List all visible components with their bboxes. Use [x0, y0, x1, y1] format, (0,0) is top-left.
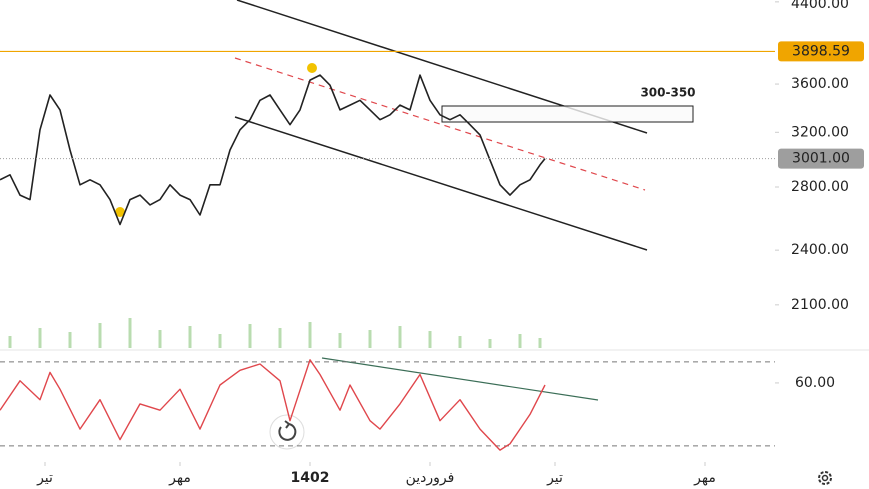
- y-tick-label: 2800.00: [791, 179, 849, 195]
- x-tick-label: تیر: [546, 470, 563, 486]
- y-tick-label: 2100.00: [791, 297, 849, 313]
- marker: [307, 63, 317, 73]
- volume-bar: [308, 322, 312, 348]
- volume-bar: [218, 334, 222, 348]
- channel-mid: [234, 57, 646, 191]
- volume-bar: [398, 326, 402, 348]
- volume-bar: [338, 333, 342, 348]
- volume-bar: [488, 339, 492, 348]
- y-tick-label: 3600.00: [791, 76, 849, 92]
- x-tick-label: 1402: [291, 470, 330, 486]
- volume-bar: [368, 330, 372, 348]
- x-tick-label: تیر: [36, 470, 53, 486]
- volume-bar: [38, 328, 42, 348]
- volume-bar: [158, 330, 162, 348]
- x-tick-label: مهر: [693, 470, 716, 486]
- settings-button[interactable]: [818, 471, 832, 485]
- volume-bar: [188, 326, 192, 348]
- price-line: [0, 74, 546, 226]
- volume-bar: [8, 336, 12, 348]
- x-tick-label: فروردین: [406, 470, 455, 486]
- rsi-line: [0, 359, 546, 451]
- volume-bar: [428, 331, 432, 348]
- volume-bar: [98, 323, 102, 348]
- reset-icon[interactable]: [278, 420, 297, 441]
- volume-bar: [518, 334, 522, 348]
- volume-bar: [538, 338, 542, 348]
- y-tick-label: 3200.00: [791, 124, 849, 140]
- y-tick-label: 2400.00: [791, 242, 849, 258]
- reset-circle[interactable]: [269, 414, 305, 450]
- gear-icon[interactable]: [818, 471, 832, 485]
- price-tag: [778, 41, 864, 62]
- volume-bar: [248, 324, 252, 348]
- resistance-zone: [441, 105, 694, 123]
- x-tick-label: مهر: [168, 470, 191, 486]
- reset-button[interactable]: [269, 414, 305, 450]
- volume-bar: [128, 318, 132, 348]
- y-tick-label: 4400.00: [791, 0, 849, 12]
- rsi-trendline: [321, 357, 599, 401]
- volume-bar: [278, 328, 282, 348]
- rsi-tick-label: 60.00: [795, 375, 835, 391]
- price-tag-label: 3898.59: [792, 43, 850, 59]
- zone-label: 300-350: [640, 86, 695, 100]
- volume-bar: [458, 336, 462, 348]
- price-tag-label: 3001.00: [792, 151, 850, 167]
- marker: [115, 207, 125, 217]
- channel-lower: [234, 116, 648, 251]
- volume-bar: [68, 332, 72, 348]
- gear-center[interactable]: [821, 474, 829, 482]
- price-tag: [778, 148, 864, 169]
